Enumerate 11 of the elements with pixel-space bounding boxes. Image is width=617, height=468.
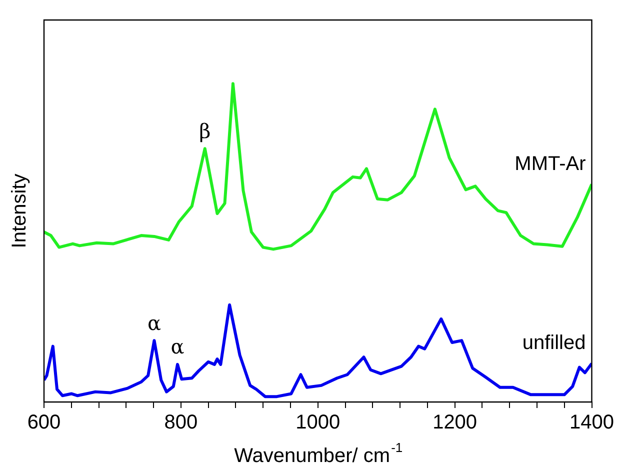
series-label: MMT-Ar: [514, 152, 586, 175]
x-tick-label: 1000: [296, 412, 340, 434]
x-tick-label: 1400: [570, 412, 614, 434]
annotation: α: [170, 334, 184, 359]
series-label: unfilled: [522, 332, 586, 354]
x-tick-label: 1200: [432, 412, 478, 434]
annotation: α: [147, 310, 161, 335]
x-tick-label: 600: [27, 412, 61, 434]
y-axis-title: Intensity: [8, 174, 31, 248]
x-tick-label: 800: [164, 412, 198, 434]
annotation: β: [199, 118, 211, 143]
